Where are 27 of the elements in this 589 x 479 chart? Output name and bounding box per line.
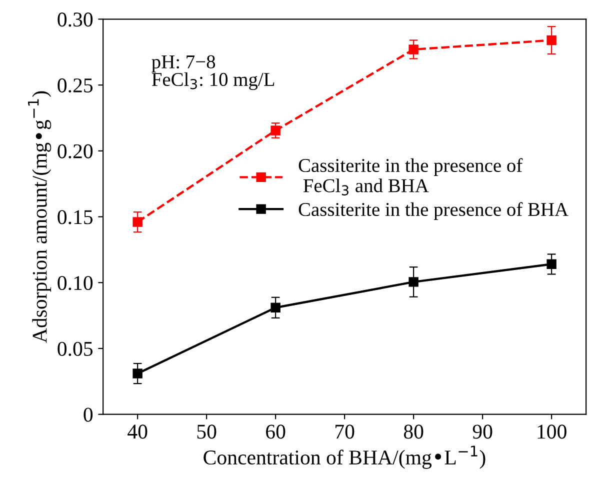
- y-tick-label: 0.25: [58, 78, 93, 93]
- annotation: pH: 7−8 FeCl$_{3}$: 10 mg/L: [152, 55, 274, 90]
- point: [270, 302, 280, 312]
- y-tick-label: 0.05: [58, 342, 93, 356]
- legend-label: Cassiterite in the presence of FeCl$_{3}$ and BHA: [298, 158, 523, 196]
- x-tick-label: 90: [472, 424, 492, 439]
- y-tick-label: 0.15: [58, 210, 93, 224]
- x-axis-title: Concentration of BHA/(mg•L$^{−1}$): [204, 446, 486, 469]
- y-tick-label: 0.20: [58, 144, 93, 158]
- x-tick-label: 50: [197, 424, 216, 439]
- point: [132, 368, 142, 378]
- point: [408, 44, 418, 54]
- y-tick-label: 0: [84, 408, 93, 422]
- x-tick-label: 80: [404, 424, 424, 439]
- point: [546, 259, 556, 270]
- point: [546, 35, 556, 46]
- point: [132, 217, 142, 227]
- x-tick-label: 40: [128, 424, 148, 439]
- point: [408, 277, 418, 287]
- y-tick-label: 0.10: [58, 276, 93, 290]
- x-tick-label: 70: [336, 424, 354, 439]
- y-axis-title: Adsorption amount/(mg•g$^{−1}$): [28, 91, 52, 343]
- y-tick-label: 0.30: [58, 12, 93, 27]
- x-tick-label: 60: [266, 424, 286, 439]
- legend-label: Cassiterite in the presence of BHA: [298, 202, 568, 220]
- x-tick-label: 100: [538, 424, 566, 439]
- point: [270, 126, 280, 136]
